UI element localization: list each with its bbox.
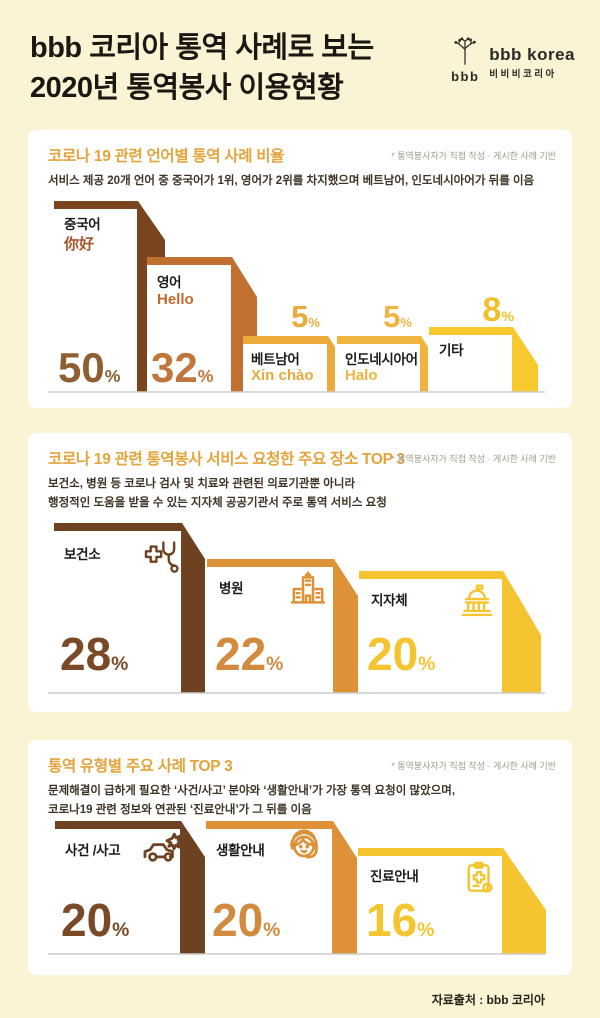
bar-band [502,848,546,954]
stethoscope-cross-icon [142,537,180,580]
bar-body [206,829,332,954]
section-title: 코로나 19 관련 통역봉사 서비스 요청한 주요 장소 TOP 3 [48,451,405,468]
brand-bbb-text: bbb [451,69,480,84]
section-note: * 통역봉사자가 직접 작성 · 게시한 사례 기반 [391,151,556,161]
bar-top-band [206,821,333,829]
bar-top-band [54,523,182,531]
bar-band [512,327,538,392]
brand-name-korean: 비비비코리아 [489,69,557,80]
bar-body [243,344,327,392]
language-bar-chart: 중국어 你好 50% 영어 Hello 32% 베트남어 Xin chào 5% 인도네시아어 Ha… [48,195,552,400]
section-card-languages: 코로나 19 관련 언어별 통역 사례 비율 * 통역봉사자가 직접 작성 · … [28,130,572,408]
section-title: 코로나 19 관련 언어별 통역 사례 비율 [48,148,285,165]
places-bar-chart: 보건소 28% 병원 22% 지자체 20% [48,515,552,700]
section-desc-line1: 서비스 제공 20개 언어 중 중국어가 1위, 영어가 2위를 차지했으며 베… [48,175,535,187]
bar-band [181,523,205,693]
bar-value: 5% [291,299,320,334]
bar-band [180,821,205,954]
bar-body [147,265,231,392]
brand-logo: bbb bbb korea 비비비코리아 [448,36,575,84]
bar-greeting: Hello [157,291,194,308]
bar-value: 16% [366,894,435,946]
bar-value: 22% [215,628,284,680]
bar-label: 베트남어 [251,352,300,367]
bar-chart-canvas [48,523,545,694]
bar-top-band [359,571,503,579]
bar-top-band [358,848,503,856]
bar-label: 지자체 [371,593,408,608]
bar-label: 진료안내 [370,869,419,884]
bar-label: 보건소 [64,547,101,562]
brand-name: bbb korea [489,45,575,64]
bar-label: 인도네시아어 [345,352,418,367]
tree-icon [448,36,482,71]
bar-top-band [429,327,513,335]
page-title-line1: bbb 코리아 통역 사례로 보는 [30,32,374,64]
bar-value: 50% [58,344,121,391]
bar-value: 20% [61,894,130,946]
bar-value: 20% [367,628,436,680]
bar-value: 32% [151,344,214,391]
bar-top-band [337,336,421,344]
brand-logo-mark: bbb [448,36,482,84]
bar-label: 생활안내 [216,843,265,858]
bar-body [55,829,180,954]
bar-greeting: Halo [345,367,378,384]
bar-value: 28% [60,628,129,680]
section-desc-line2: 행정적인 도움을 받을 수 있는 지자체 공공기관서 주로 통역 서비스 요청 [48,496,387,509]
hospital-icon [288,569,328,614]
government-building-icon [458,582,496,625]
section-note: * 통역봉사자가 직접 작성 · 게시한 사례 기반 [391,454,556,464]
bar-greeting: Xin chào [251,367,314,384]
section-desc-line1: 보건소, 병원 등 코로나 검사 및 치료와 관련된 의료기관뿐 아니라 [48,478,356,490]
bar-value: 20% [212,894,281,946]
bar-chart-canvas [48,201,545,393]
bar-band [502,571,541,693]
bar-band [332,821,357,954]
bar-label: 기타 [439,343,464,358]
bar-body [54,209,137,392]
section-card-places: 코로나 19 관련 통역봉사 서비스 요청한 주요 장소 TOP 3 * 통역봉… [28,433,572,712]
section-desc-line2: 코로나19 관련 정보와 연관된 ‘진료안내’가 그 뒤를 이음 [48,803,312,816]
bar-body [429,335,512,392]
page-title-line2: 2020년 통역봉사 이용현황 [30,72,344,104]
bar-band [420,336,428,392]
bar-band [333,559,358,693]
bar-label: 영어 [157,275,182,290]
section-desc: 문제해결이 급하게 필요한 ‘사건/사고’ 분야와 ‘생활안내’가 가장 통역 … [48,782,455,820]
section-title: 통역 유형별 주요 사례 TOP 3 [48,758,233,775]
medical-clipboard-icon [460,859,498,902]
bar-label: 사건 /사고 [65,843,121,858]
section-desc-line1: 문제해결이 급하게 필요한 ‘사건/사고’ 분야와 ‘생활안내’가 가장 통역 … [48,785,456,797]
section-card-types: 통역 유형별 주요 사례 TOP 3 * 통역봉사자가 직접 작성 · 게시한 … [28,740,572,975]
types-bar-chart: 사건 /사고 20% 생활안내 20% 진료안내 16% [48,815,552,962]
bar-greeting: 你好 [64,236,95,253]
bar-top-band [55,821,181,829]
section-note: * 통역봉사자가 직접 작성 · 게시한 사례 기반 [391,761,556,771]
section-desc: 보건소, 병원 등 코로나 검사 및 치료와 관련된 의료기관뿐 아니라 행정적… [48,475,387,513]
bar-label: 중국어 [64,217,101,232]
bar-chart-canvas [48,821,546,955]
bar-value: 5% [383,299,412,334]
bar-value: 8% [482,291,514,329]
page-title: bbb 코리아 통역 사례로 보는 2020년 통역봉사 이용현황 [30,28,374,108]
footer-source: 자료출처 : bbb 코리아 [431,993,545,1007]
bar-band [327,336,335,392]
bar-label: 병원 [219,581,244,596]
brand-logo-text: bbb korea 비비비코리아 [489,36,575,84]
car-accident-icon [140,825,184,874]
bar-top-band [207,559,334,567]
section-desc: 서비스 제공 20개 언어 중 중국어가 1위, 영어가 2위를 차지했으며 베… [48,172,534,191]
operator-woman-icon [282,823,326,872]
bar-body [337,344,420,392]
bar-top-band [54,201,138,209]
bar-top-band [147,257,232,265]
bar-top-band [243,336,328,344]
